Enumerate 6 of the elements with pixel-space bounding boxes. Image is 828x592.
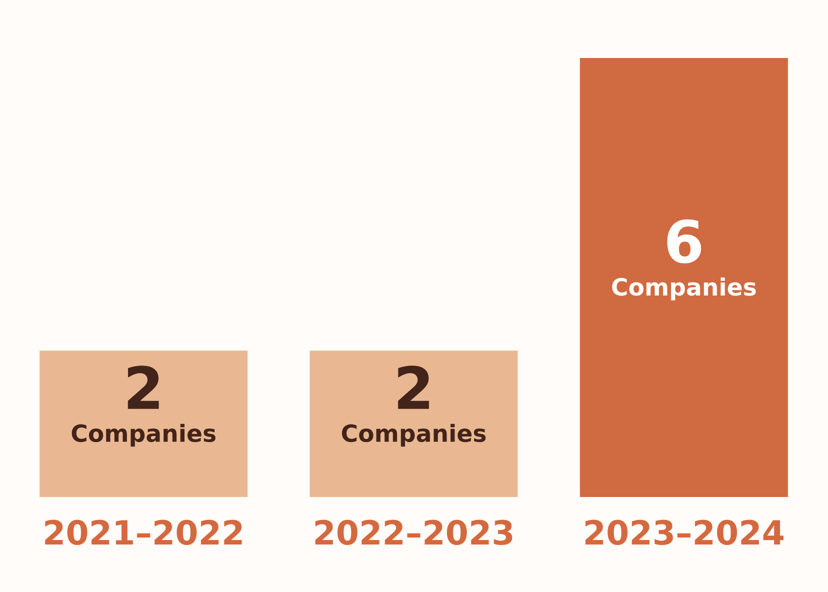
x-tick-label: 2021–2022 (45, 520, 242, 546)
data-label: 2 Companies (72, 366, 216, 447)
data-label: 6 Companies (612, 219, 756, 300)
x-tick-label: 2023–2024 (585, 520, 784, 546)
data-label: 2 Companies (342, 366, 486, 447)
x-tick-label: 2022–2023 (315, 520, 512, 546)
